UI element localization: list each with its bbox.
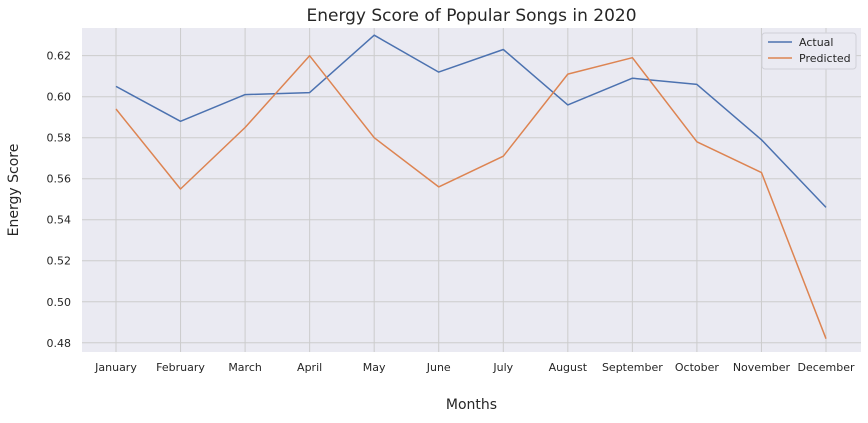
y-tick-label: 0.60: [47, 91, 72, 104]
legend-label-predicted: Predicted: [799, 52, 851, 65]
y-tick-label: 0.48: [47, 337, 72, 350]
x-tick-label: July: [492, 361, 513, 374]
y-tick-label: 0.58: [47, 132, 72, 145]
x-tick-label: June: [426, 361, 451, 374]
legend: Actual Predicted: [762, 33, 856, 69]
y-tick-label: 0.52: [47, 255, 72, 268]
plot-area: [82, 28, 861, 352]
x-tick-label: October: [675, 361, 719, 374]
y-tick-label: 0.50: [47, 296, 72, 309]
x-tick-label: November: [733, 361, 791, 374]
x-tick-label: March: [228, 361, 262, 374]
y-tick-label: 0.56: [47, 173, 72, 186]
x-axis-title: Months: [446, 397, 497, 413]
x-tick-label: August: [549, 361, 588, 374]
y-tick-label: 0.62: [47, 50, 72, 63]
x-tick-labels: January February March April May June July Augu…: [94, 361, 855, 374]
x-tick-label: September: [602, 361, 663, 374]
x-tick-label: May: [363, 361, 386, 374]
x-tick-label: April: [297, 361, 322, 374]
x-tick-label: December: [797, 361, 855, 374]
x-tick-label: January: [94, 361, 137, 374]
y-tick-labels: 0.48 0.50 0.52 0.54 0.56 0.58 0.60 0.62: [47, 50, 72, 350]
y-axis-title: Energy Score: [6, 144, 22, 237]
x-tick-label: February: [156, 361, 205, 374]
y-tick-label: 0.54: [47, 214, 72, 227]
chart-title: Energy Score of Popular Songs in 2020: [306, 6, 636, 26]
legend-label-actual: Actual: [799, 36, 833, 49]
